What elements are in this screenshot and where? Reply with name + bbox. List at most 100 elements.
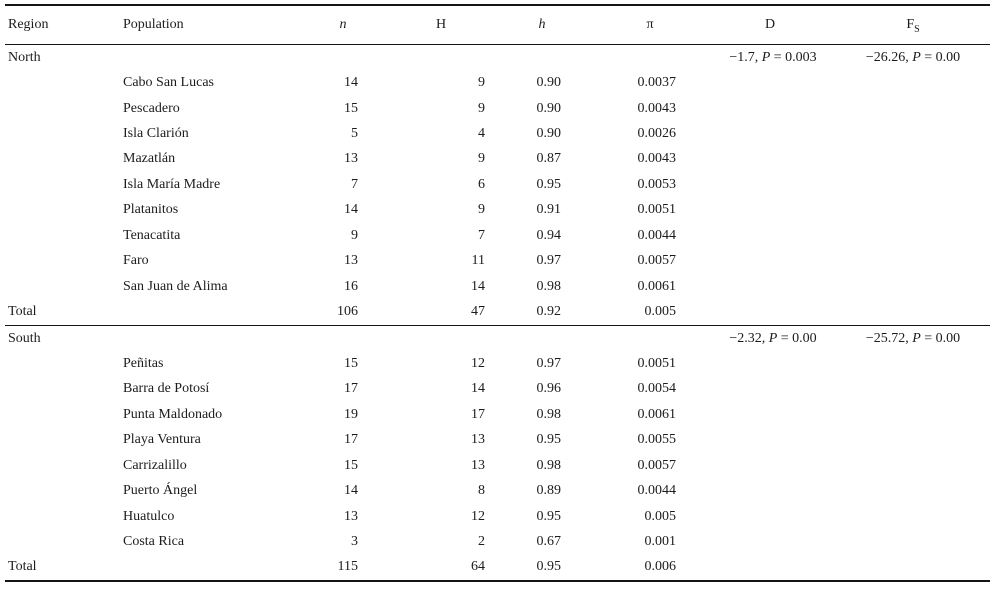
tajima-d-cell (678, 172, 830, 197)
sample-size-cell: 15 (344, 355, 358, 371)
population-cell: Carrizalillo (123, 457, 187, 473)
sample-size-cell: 17 (344, 381, 358, 397)
haplotype-diversity-cell: 0.97 (536, 253, 562, 269)
population-cell (123, 554, 283, 582)
tajima-d-cell (678, 351, 830, 376)
population-cell: Faro (123, 253, 149, 269)
fu-fs-cell: −26.26, P = 0.00 (830, 45, 990, 71)
table-row: Punta Maldonado 19 17 0.98 0.0061 (5, 402, 990, 427)
region-cell (5, 223, 123, 248)
table-row: Mazatlán 13 9 0.87 0.0043 (5, 147, 990, 172)
population-cell: Platanitos (123, 202, 179, 218)
population-cell: Punta Maldonado (123, 406, 223, 422)
haplotype-diversity-cell: 0.94 (536, 227, 562, 243)
haplotype-diversity-cell: 0.98 (536, 457, 562, 473)
h-symbol: h (538, 17, 546, 32)
region-cell (5, 428, 123, 453)
stat-value: −1.7, (729, 49, 762, 65)
region-cell (5, 147, 123, 172)
nucleotide-diversity-cell: 0.0044 (637, 227, 677, 243)
region-cell (5, 198, 123, 223)
fu-fs-cell (830, 504, 990, 529)
table-row: Huatulco 13 12 0.95 0.005 (5, 504, 990, 529)
population-cell (123, 299, 283, 326)
nucleotide-diversity-cell: 0.0043 (637, 100, 677, 116)
haplotype-count-cell: 9 (478, 75, 485, 91)
population-cell: Barra de Potosí (123, 381, 210, 397)
statistics-table: Region Population n H h π D FS North −1.… (5, 4, 990, 583)
fu-fs-cell (830, 70, 990, 95)
haplotype-count-cell: 6 (478, 176, 485, 192)
column-header-fu-fs: FS (830, 5, 990, 45)
population-cell: Cabo San Lucas (123, 75, 214, 91)
sample-size-cell: 3 (351, 534, 358, 550)
haplotype-count-cell: 8 (478, 483, 485, 499)
haplotype-count-cell: 64 (360, 554, 487, 582)
n-symbol: n (339, 17, 347, 32)
sample-size-cell: 13 (344, 253, 358, 269)
haplotype-diversity-cell: 0.90 (536, 75, 562, 91)
nucleotide-diversity-cell (563, 45, 678, 71)
fu-fs-cell (830, 121, 990, 146)
haplotype-diversity-cell: 0.67 (536, 534, 562, 550)
haplotype-diversity-cell: 0.95 (536, 176, 562, 192)
haplotype-count-cell: 13 (471, 457, 485, 473)
fu-fs-cell (830, 377, 990, 402)
stat-value: −26.26, (865, 49, 913, 65)
nucleotide-diversity-cell: 0.0043 (637, 151, 677, 167)
fu-fs-cell (830, 478, 990, 503)
column-header-population: Population (123, 5, 283, 45)
FS-subscript: S (914, 23, 920, 35)
nucleotide-diversity-cell: 0.0055 (637, 432, 677, 448)
sample-size-cell: 19 (344, 406, 358, 422)
population-cell (123, 325, 283, 351)
fu-fs-cell: −25.72, P = 0.00 (830, 325, 990, 351)
haplotype-count-cell: 12 (471, 355, 485, 371)
region-cell (5, 274, 123, 299)
population-cell: San Juan de Alima (123, 278, 228, 294)
region-row: South −2.32, P = 0.00 −25.72, P = 0.00 (5, 325, 990, 351)
haplotype-count-cell (360, 325, 487, 351)
sample-size-cell (283, 325, 360, 351)
tajima-d-cell (678, 147, 830, 172)
region-row: North −1.7, P = 0.003 −26.26, P = 0.00 (5, 45, 990, 71)
fu-fs-cell (830, 274, 990, 299)
table-row: Cabo San Lucas 14 9 0.90 0.0037 (5, 70, 990, 95)
population-cell (123, 45, 283, 71)
sample-size-cell: 16 (344, 278, 358, 294)
tajima-d-cell (678, 377, 830, 402)
haplotype-count-cell: 12 (471, 508, 485, 524)
tajima-d-cell: −1.7, P = 0.003 (678, 45, 830, 71)
haplotype-count-cell: 9 (478, 100, 485, 116)
fu-fs-cell (830, 428, 990, 453)
fu-fs-cell (830, 223, 990, 248)
stat-value: −25.72, (865, 330, 913, 346)
haplotype-count-cell: 14 (471, 381, 485, 397)
table-row: Pescadero 15 9 0.90 0.0043 (5, 96, 990, 121)
tajima-d-cell (678, 453, 830, 478)
region-cell: Total (5, 299, 123, 326)
nucleotide-diversity-cell: 0.005 (563, 299, 678, 326)
sample-size-cell: 14 (344, 202, 358, 218)
nucleotide-diversity-cell: 0.0051 (637, 355, 677, 371)
haplotype-diversity-cell: 0.98 (536, 278, 562, 294)
sample-size-cell: 115 (283, 554, 360, 582)
population-cell: Isla Clarión (123, 126, 189, 142)
sample-size-cell: 17 (344, 432, 358, 448)
haplotype-count-cell: 14 (471, 278, 485, 294)
haplotype-diversity-cell (487, 325, 563, 351)
nucleotide-diversity-cell: 0.0057 (637, 457, 677, 473)
haplotype-count-cell: 7 (478, 227, 485, 243)
fu-fs-cell (830, 249, 990, 274)
column-header-region: Region (5, 5, 123, 45)
population-cell: Isla María Madre (123, 176, 221, 192)
fu-fs-cell (830, 453, 990, 478)
haplotype-diversity-cell: 0.92 (487, 299, 563, 326)
region-cell (5, 478, 123, 503)
haplotype-diversity-cell: 0.97 (536, 355, 562, 371)
haplotype-count-cell: 4 (478, 126, 485, 142)
population-cell: Pescadero (123, 100, 180, 116)
region-cell (5, 504, 123, 529)
haplotype-diversity-cell: 0.90 (536, 126, 562, 142)
haplotype-diversity-cell: 0.90 (536, 100, 562, 116)
